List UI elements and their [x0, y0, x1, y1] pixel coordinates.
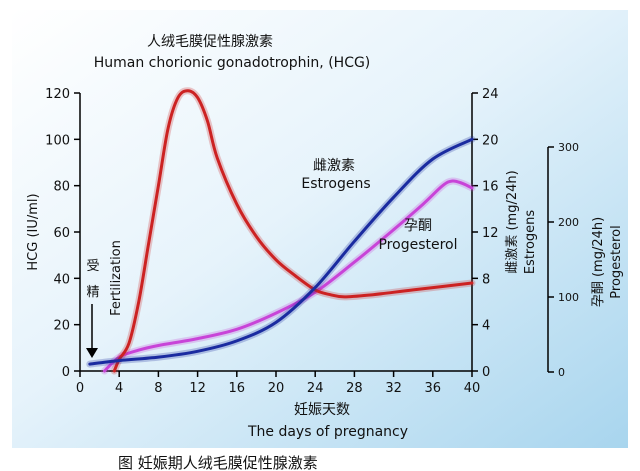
x-tick-label: 20 [268, 381, 285, 396]
y-left-tick-label: 0 [62, 365, 70, 380]
x-tick-label: 16 [229, 381, 246, 396]
x-tick-label: 36 [425, 381, 442, 396]
x-tick-label: 28 [346, 381, 363, 396]
y-right1-tick-label: 16 [482, 180, 499, 195]
fertilization-arrow-head [86, 348, 98, 358]
chart-title-cn: 人绒毛膜促性腺激素 [147, 33, 273, 50]
y-right2-tick-label: 200 [558, 216, 579, 229]
fertilization-label-cn-1: 受 [86, 259, 99, 274]
progesterol-label-cn: 孕酮 [404, 218, 432, 234]
x-tick-label: 8 [154, 381, 162, 396]
series-lines [86, 87, 476, 375]
series-line-hcg [112, 89, 474, 373]
y-right1-tick-label: 24 [482, 87, 499, 102]
y-axis-right2-label-en: Progesterol [609, 225, 624, 298]
y-right1-tick-label: 4 [482, 319, 490, 334]
x-tick-label: 12 [189, 381, 206, 396]
y-axis-right1-label-en: Estrogens [523, 210, 538, 275]
y-right2-tick-label: 0 [558, 366, 565, 379]
y-right1-tick-label: 12 [482, 226, 499, 241]
x-tick-label: 40 [464, 381, 481, 396]
x-axis-label-cn: 妊娠天数 [294, 402, 350, 418]
y-left-tick-label: 80 [53, 180, 70, 195]
y-axis-left-label: HCG (IU/ml) [26, 193, 41, 270]
x-tick-label: 32 [385, 381, 402, 396]
series-line-progesterol [103, 179, 474, 373]
y-right2-tick-label: 300 [558, 141, 579, 154]
x-tick-label: 24 [307, 381, 324, 396]
fertilization-label-en: Fertilization [109, 240, 124, 316]
x-tick-label: 0 [76, 381, 84, 396]
estrogens-label-cn: 雌激素 [313, 157, 355, 174]
y-right1-tick-label: 8 [482, 272, 490, 287]
y-left-tick-label: 120 [45, 87, 70, 102]
axis-ticks: 0 4 8 12 16 20 24 28 32 36 40020406080100120048121… [45, 87, 579, 396]
y-right1-tick-label: 20 [482, 133, 499, 148]
y-left-tick-label: 20 [53, 319, 70, 334]
y-left-tick-label: 100 [45, 133, 70, 148]
x-axis-label-en: The days of pregnancy [247, 424, 408, 440]
x-tick-label: 4 [115, 381, 123, 396]
y-left-tick-label: 40 [53, 272, 70, 287]
y-right1-tick-label: 0 [482, 365, 490, 380]
y-left-tick-label: 60 [53, 226, 70, 241]
chart-background [12, 10, 628, 448]
fertilization-label-cn-2: 精 [86, 285, 99, 300]
y-axis-right1-label-cn: 雌激素 (mg/24h) [504, 170, 520, 273]
chart-title-en: Human chorionic gonadotrophin, (HCG) [94, 55, 371, 71]
estrogens-label-en: Estrogens [301, 176, 370, 192]
figure-caption: 图 妊娠期人绒毛膜促性腺激素 [118, 454, 318, 471]
y-right2-tick-label: 100 [558, 291, 579, 304]
y-axis-right2-label-cn: 孕酮 (mg/24h) [591, 217, 606, 307]
series-line-estrogens [88, 137, 474, 366]
progesterol-label-en: Progesterol [378, 237, 457, 253]
